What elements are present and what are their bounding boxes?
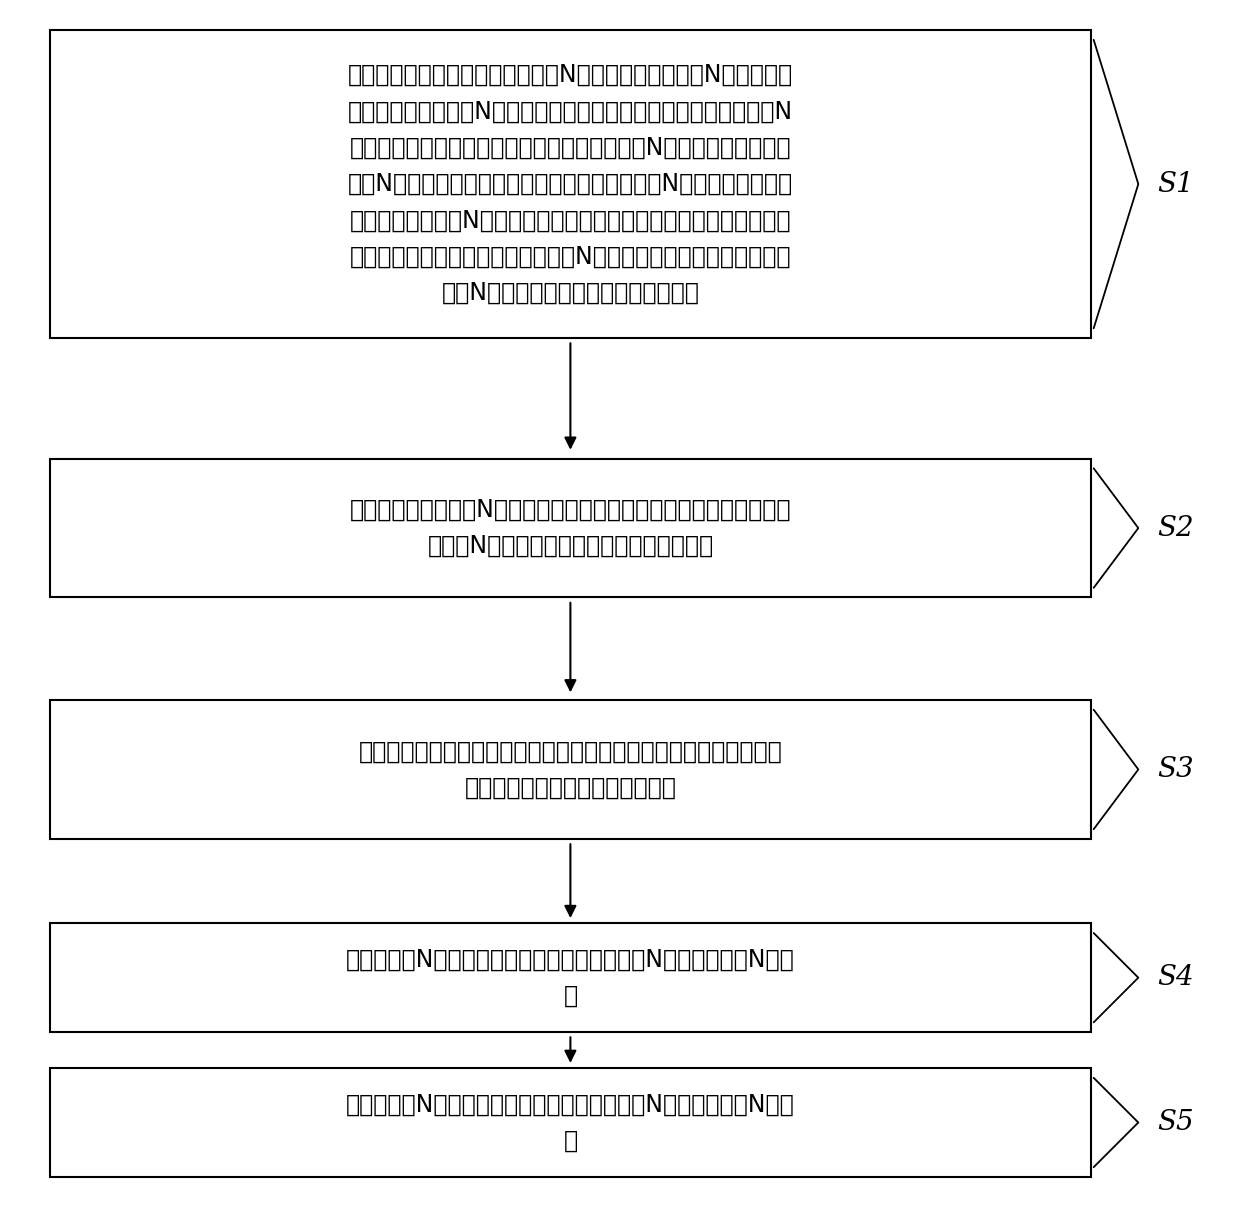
Text: S5: S5 xyxy=(1157,1109,1194,1136)
FancyBboxPatch shape xyxy=(50,30,1091,338)
Text: S3: S3 xyxy=(1157,756,1194,783)
FancyBboxPatch shape xyxy=(50,1068,1091,1177)
Text: 形成包覆于所述第一N型半导体沟道外表面的第一栅介质层及包覆于所
述第二N型半导体沟道外表面的第二栅介质层: 形成包覆于所述第一N型半导体沟道外表面的第一栅介质层及包覆于所 述第二N型半导体… xyxy=(350,498,791,558)
Text: S4: S4 xyxy=(1157,964,1194,991)
Text: 于所述第一N型半导体沟道的两端分别形成第一N型源极及第一N型漏
极: 于所述第一N型半导体沟道的两端分别形成第一N型源极及第一N型漏 极 xyxy=(346,947,795,1008)
Text: S2: S2 xyxy=(1157,514,1194,542)
Text: 提供衬底，于所述衬底上形成第一N型半导体沟道及第二N型半导体沟
道；其中，所述第一N型半导体沟道悬浮于所述衬底之上，所述第二N
型半导体沟道悬浮于所述衬底之上，: 提供衬底，于所述衬底上形成第一N型半导体沟道及第二N型半导体沟 道；其中，所述第… xyxy=(348,63,792,305)
Text: S1: S1 xyxy=(1157,170,1194,198)
FancyBboxPatch shape xyxy=(50,459,1091,597)
Text: 形成包覆于所述第一栅介质层外表面的第一栅电极层及包覆于所述第
二栅介质层外表面的第二栅电极层: 形成包覆于所述第一栅介质层外表面的第一栅电极层及包覆于所述第 二栅介质层外表面的… xyxy=(358,739,782,800)
FancyBboxPatch shape xyxy=(50,923,1091,1032)
FancyBboxPatch shape xyxy=(50,700,1091,839)
Text: 于所述第二N型半导体沟道的两端分别形成第二N型源极及第二N型漏
极: 于所述第二N型半导体沟道的两端分别形成第二N型源极及第二N型漏 极 xyxy=(346,1092,795,1153)
